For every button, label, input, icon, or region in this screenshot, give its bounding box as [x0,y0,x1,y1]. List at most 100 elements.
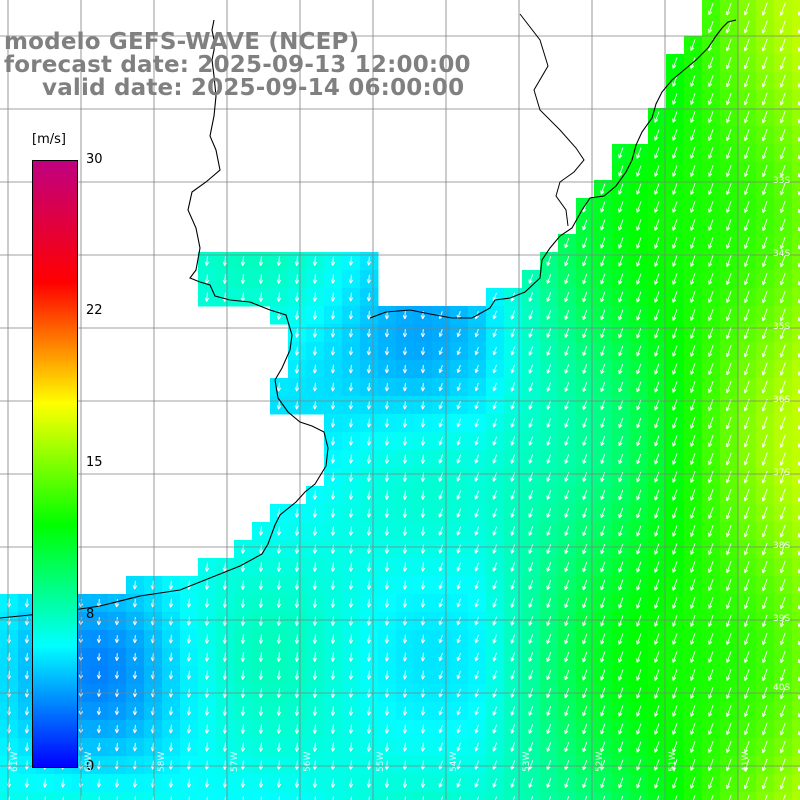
wind-arrow [564,490,570,500]
wind-arrow [330,616,335,626]
wind-arrow [330,652,335,662]
wind-arrow [366,346,372,356]
wind-arrow [564,436,570,446]
wind-arrow [384,562,390,572]
wind-arrow [636,381,642,393]
wind-arrow [636,705,642,717]
wind-arrow [618,219,624,231]
wind-arrow [779,362,786,376]
wind-arrow [116,796,118,800]
wind-arrow [636,579,642,591]
wind-arrow [600,597,606,609]
wind-arrow [456,347,461,356]
wind-arrow [600,777,606,789]
speed-cell [792,270,800,289]
wind-arrow [258,706,263,716]
wind-arrow [528,562,534,572]
wind-arrow [743,776,750,790]
wind-arrow [528,328,534,338]
colorbar-tick-label: 15 [86,455,103,470]
wind-arrow [366,580,372,590]
wind-arrow [636,597,642,609]
speed-cell [18,792,37,800]
wind-arrow [582,454,588,465]
wind-arrow [132,742,138,752]
wind-arrow [654,453,660,465]
wind-arrow [204,742,210,752]
wind-arrow [654,183,660,195]
wind-arrow [564,579,570,591]
wind-arrow [474,652,479,662]
wind-arrow [258,526,264,536]
wind-arrow [204,598,210,608]
wind-arrow [708,651,714,663]
wind-arrow [510,598,516,608]
wind-arrow [779,254,786,268]
wind-arrow [725,470,732,484]
wind-arrow [726,723,732,736]
speed-cell [792,0,800,19]
wind-arrow [456,454,462,464]
wind-arrow [582,219,588,231]
wind-arrow [168,616,174,626]
wind-arrow [186,652,192,662]
wind-arrow [330,544,336,554]
wind-arrow [582,741,588,753]
speed-cell [792,306,800,325]
speed-cell [486,792,505,800]
wind-arrow [779,416,786,430]
wind-arrow [456,418,461,428]
wind-arrow [330,490,336,500]
wind-arrow [636,147,642,159]
wind-arrow [330,454,336,464]
wind-arrow [618,489,624,501]
wind-arrow [618,273,624,285]
wind-arrow [366,778,371,788]
wind-arrow [528,364,534,374]
wind-arrow [384,652,390,662]
wind-arrow [780,650,786,664]
wind-arrow [348,364,354,374]
wind-arrow [402,400,408,410]
wind-arrow [366,616,372,626]
wind-arrow [312,256,317,266]
wind-arrow [438,526,444,536]
wind-arrow [510,616,516,626]
wind-arrow [708,93,714,106]
wind-arrow [456,329,461,338]
wind-arrow [744,669,750,682]
wind-arrow [564,291,570,303]
wind-arrow [222,634,227,644]
wind-arrow [24,598,30,608]
wind-arrow [600,436,606,447]
wind-arrow [420,580,426,590]
wind-arrow [690,453,696,465]
wind-arrow [725,488,732,502]
wind-arrow [708,669,714,681]
wind-arrow [744,201,750,214]
wind-arrow [330,508,336,518]
wind-arrow [797,334,800,340]
wind-arrow [312,562,317,572]
wind-arrow [672,57,678,69]
wind-arrow [780,668,786,682]
speed-cell [792,576,800,595]
wind-arrow [726,309,732,322]
wind-arrow [690,201,696,213]
wind-arrow [636,345,642,357]
wind-arrow [456,365,461,374]
wind-arrow [761,542,768,556]
wind-arrow [510,670,516,680]
wind-arrow [710,795,714,800]
wind-arrow [258,760,264,770]
wind-arrow [564,346,570,357]
wind-arrow [708,723,714,735]
wind-arrow [438,365,443,374]
latitude-label: 39S [773,614,791,624]
wind-arrow [438,598,443,608]
wind-arrow [132,580,138,590]
wind-arrow [654,651,660,663]
wind-arrow [456,634,461,644]
wind-arrow [294,382,300,392]
speed-cell [792,774,800,793]
